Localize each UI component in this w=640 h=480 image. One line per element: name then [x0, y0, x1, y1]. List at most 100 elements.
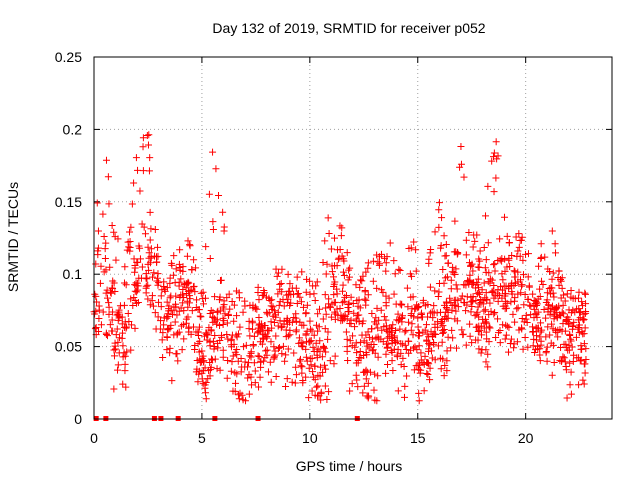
data-point [132, 154, 140, 162]
data-point [209, 314, 217, 322]
data-point [302, 288, 310, 296]
data-point [311, 362, 319, 370]
data-point [298, 363, 306, 371]
data-point [354, 383, 362, 391]
data-point [175, 260, 183, 268]
data-point [282, 382, 290, 390]
data-point [216, 307, 224, 315]
data-point [514, 304, 522, 312]
data-point [324, 214, 332, 222]
data-point [556, 311, 564, 319]
data-point [440, 279, 448, 287]
data-point [467, 308, 475, 316]
data-point [454, 249, 462, 257]
data-point [548, 227, 556, 235]
data-point [198, 375, 206, 383]
data-point [313, 351, 321, 359]
data-point [498, 257, 506, 265]
data-point [437, 244, 445, 252]
data-point [382, 292, 390, 300]
data-point [239, 396, 247, 404]
data-point [582, 345, 590, 353]
data-point [350, 309, 358, 317]
data-point [166, 294, 174, 302]
data-point [153, 258, 161, 266]
data-point [395, 317, 403, 325]
data-point [501, 335, 509, 343]
data-point [543, 357, 551, 365]
data-point [339, 268, 347, 276]
data-point [388, 324, 396, 332]
data-point [408, 320, 416, 328]
data-point [307, 361, 315, 369]
data-point [327, 313, 335, 321]
data-point [377, 250, 385, 258]
data-point [264, 368, 272, 376]
data-point [470, 231, 478, 239]
data-point [128, 200, 136, 208]
data-point [260, 287, 268, 295]
data-point [441, 315, 449, 323]
data-point [531, 349, 539, 357]
data-point [276, 317, 284, 325]
y-tick-label: 0.1 [63, 266, 83, 282]
data-point [368, 310, 376, 318]
data-point [241, 302, 249, 310]
data-point [401, 328, 409, 336]
data-point [542, 314, 550, 322]
data-point [453, 344, 461, 352]
data-point [323, 260, 331, 268]
data-point [575, 329, 583, 337]
data-point [256, 328, 264, 336]
data-point [114, 235, 122, 243]
data-point [475, 345, 483, 353]
data-point [325, 230, 333, 238]
data-point [339, 316, 347, 324]
data-point [232, 379, 240, 387]
data-point [334, 246, 342, 254]
data-point [346, 319, 354, 327]
data-point [414, 314, 422, 322]
data-point [353, 311, 361, 319]
data-point [488, 157, 496, 165]
data-point [551, 240, 559, 248]
data-point [180, 294, 188, 302]
data-point [303, 301, 311, 309]
data-point [496, 327, 504, 335]
data-point [316, 372, 324, 380]
data-point [377, 306, 385, 314]
data-point [202, 389, 210, 397]
data-point [566, 331, 574, 339]
data-point [549, 325, 557, 333]
data-point [175, 307, 183, 315]
data-point [321, 382, 329, 390]
data-point [283, 375, 291, 383]
data-point [549, 269, 557, 277]
data-point [482, 256, 490, 264]
data-point [576, 357, 584, 365]
data-point [330, 360, 338, 368]
data-point [484, 350, 492, 358]
data-point [452, 265, 460, 273]
data-point [272, 372, 280, 380]
data-point [364, 259, 372, 267]
data-point [240, 343, 248, 351]
data-point [346, 264, 354, 272]
data-point [233, 370, 241, 378]
data-point [233, 287, 241, 295]
data-point [228, 297, 236, 305]
data-point [582, 355, 590, 363]
data-point [466, 332, 474, 340]
data-point [241, 358, 249, 366]
data-point [426, 376, 434, 384]
data-point [486, 279, 494, 287]
data-point [270, 343, 278, 351]
data-point [159, 354, 167, 362]
data-point [184, 237, 192, 245]
data-point [274, 269, 282, 277]
data-point [564, 346, 572, 354]
data-point [520, 301, 528, 309]
data-point [100, 233, 108, 241]
data-point [484, 182, 492, 190]
data-point [277, 279, 285, 287]
